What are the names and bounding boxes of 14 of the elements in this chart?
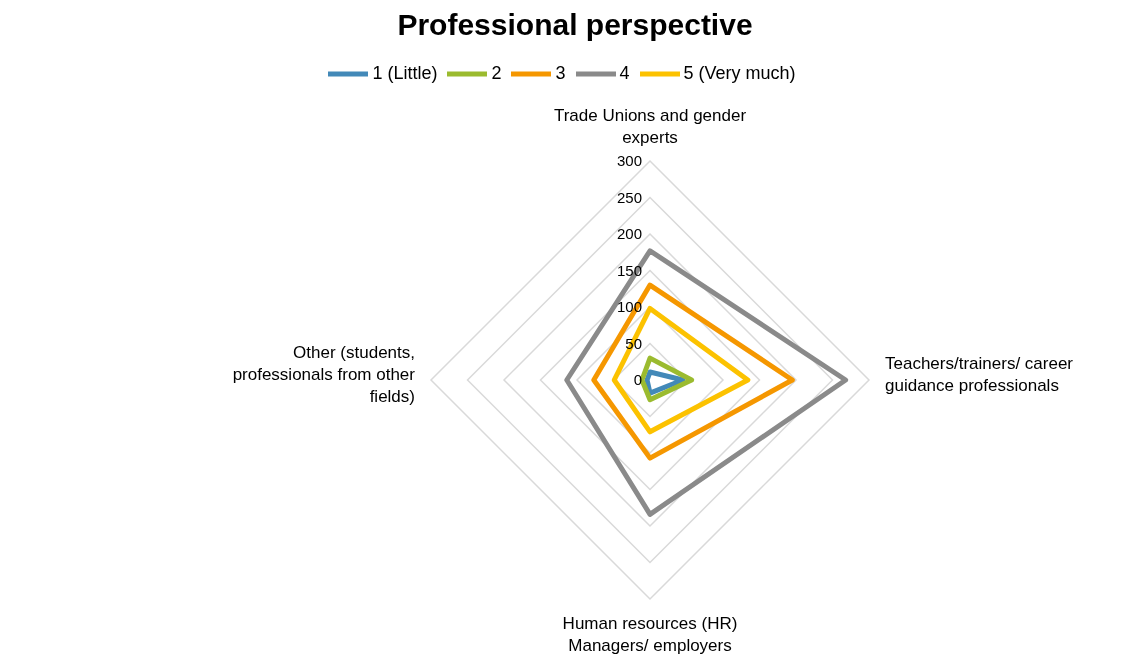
y-tick-label: 150	[616, 261, 642, 279]
y-tick-label: 200	[616, 225, 642, 242]
legend-label: 1 (Little)	[372, 62, 438, 83]
chart-title: Professional perspective	[396, 8, 754, 43]
legend-label: 2	[491, 62, 502, 83]
y-tick-label: 300	[616, 152, 642, 169]
legend-label: 5 (Very much)	[683, 62, 796, 83]
legend-label: 4	[619, 62, 630, 83]
y-tick-label: 250	[616, 188, 642, 206]
spoke-label: Teachers/trainers/ career guidance professionals	[885, 354, 1074, 395]
spoke-label: Other (students, professionals from other fields)	[232, 343, 416, 406]
spoke-label: Human resources (HR) Managers/ employers	[562, 614, 738, 655]
spoke-label: Trade Unions and gender experts	[553, 106, 747, 147]
legend-label: 3	[555, 62, 566, 83]
